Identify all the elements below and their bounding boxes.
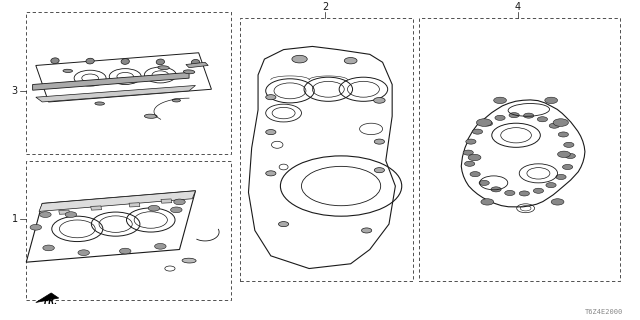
Circle shape xyxy=(374,139,385,144)
Polygon shape xyxy=(36,293,59,302)
Circle shape xyxy=(479,180,489,186)
Circle shape xyxy=(65,212,77,218)
Ellipse shape xyxy=(63,69,72,72)
Circle shape xyxy=(362,228,372,233)
Circle shape xyxy=(553,119,568,126)
Circle shape xyxy=(465,161,475,166)
Circle shape xyxy=(374,168,385,173)
Ellipse shape xyxy=(172,99,180,102)
Circle shape xyxy=(565,154,575,158)
Circle shape xyxy=(481,199,493,205)
Circle shape xyxy=(556,174,566,180)
Text: 4: 4 xyxy=(515,2,521,12)
Ellipse shape xyxy=(51,58,59,64)
Circle shape xyxy=(546,183,556,188)
Bar xyxy=(26,161,230,300)
Circle shape xyxy=(155,244,166,249)
Polygon shape xyxy=(39,191,195,212)
Circle shape xyxy=(549,123,559,128)
Circle shape xyxy=(148,205,160,211)
Circle shape xyxy=(545,97,557,104)
Circle shape xyxy=(173,199,185,205)
Text: FR.: FR. xyxy=(44,297,58,306)
Ellipse shape xyxy=(145,114,157,118)
Circle shape xyxy=(493,97,506,104)
Ellipse shape xyxy=(191,60,200,65)
Circle shape xyxy=(171,207,182,213)
Bar xyxy=(91,206,102,210)
Circle shape xyxy=(278,221,289,227)
Text: 1: 1 xyxy=(12,214,18,224)
Ellipse shape xyxy=(86,58,94,64)
Circle shape xyxy=(509,113,519,118)
Circle shape xyxy=(344,58,357,64)
Circle shape xyxy=(563,164,573,170)
Circle shape xyxy=(40,212,51,218)
Ellipse shape xyxy=(182,258,196,263)
Circle shape xyxy=(564,142,574,148)
Ellipse shape xyxy=(158,66,169,70)
Bar xyxy=(161,199,172,203)
Bar xyxy=(240,18,413,281)
Polygon shape xyxy=(186,62,208,68)
Ellipse shape xyxy=(156,59,164,65)
Circle shape xyxy=(491,187,501,192)
Circle shape xyxy=(470,172,480,177)
Circle shape xyxy=(538,117,548,122)
Bar xyxy=(129,203,140,207)
Polygon shape xyxy=(33,72,189,90)
Bar xyxy=(59,210,70,214)
Circle shape xyxy=(266,95,276,100)
Circle shape xyxy=(30,224,42,230)
Circle shape xyxy=(557,151,570,157)
Polygon shape xyxy=(36,85,195,102)
Bar xyxy=(419,18,620,281)
Circle shape xyxy=(292,55,307,63)
Text: 3: 3 xyxy=(12,86,18,96)
Circle shape xyxy=(472,129,483,134)
Circle shape xyxy=(483,121,493,126)
Circle shape xyxy=(466,139,476,144)
Circle shape xyxy=(524,113,534,118)
Circle shape xyxy=(495,115,505,120)
Bar xyxy=(26,12,230,154)
Circle shape xyxy=(558,132,568,137)
Circle shape xyxy=(463,150,474,155)
Ellipse shape xyxy=(95,102,104,105)
Circle shape xyxy=(533,188,543,193)
Text: T6Z4E2000: T6Z4E2000 xyxy=(585,309,623,316)
Circle shape xyxy=(476,119,492,126)
Circle shape xyxy=(468,154,481,161)
Ellipse shape xyxy=(184,70,195,74)
Circle shape xyxy=(505,190,515,196)
Circle shape xyxy=(266,130,276,135)
Circle shape xyxy=(551,199,564,205)
Circle shape xyxy=(266,171,276,176)
Circle shape xyxy=(43,245,54,251)
Circle shape xyxy=(120,248,131,254)
Circle shape xyxy=(374,98,385,103)
Text: 2: 2 xyxy=(322,2,328,12)
Circle shape xyxy=(78,250,90,256)
Ellipse shape xyxy=(121,59,129,64)
Circle shape xyxy=(519,191,529,196)
